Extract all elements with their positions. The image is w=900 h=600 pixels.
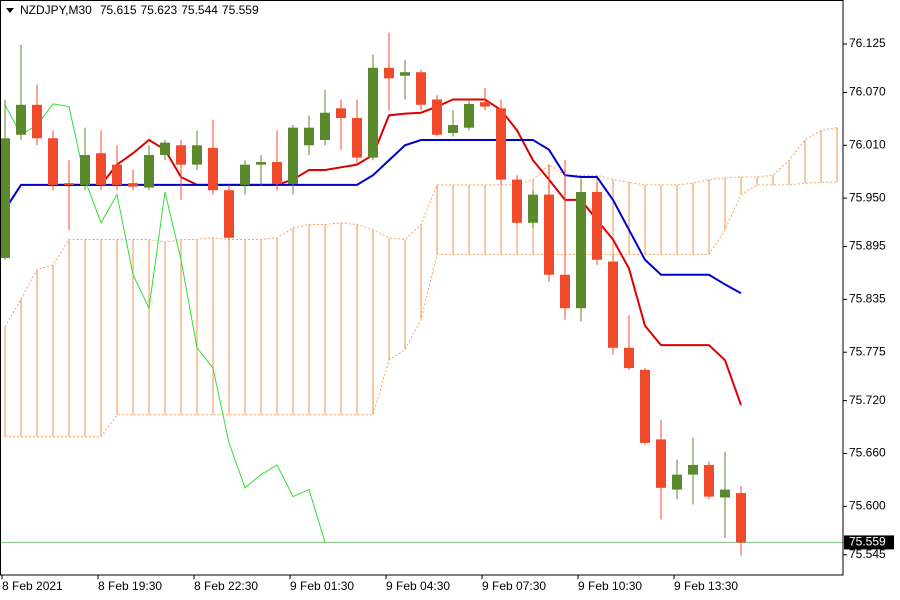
candle-body	[352, 117, 362, 158]
candle-body	[16, 104, 26, 135]
x-tick-label: 8 Feb 22:30	[194, 579, 258, 593]
high: 75.623	[141, 3, 178, 17]
candle-body	[400, 72, 410, 76]
candle-body	[304, 127, 314, 146]
open: 75.615	[100, 3, 137, 17]
x-tick-label: 9 Feb 01:30	[290, 579, 354, 593]
y-tick-label: 76.070	[849, 85, 886, 99]
low: 75.544	[181, 3, 218, 17]
x-tick-label: 9 Feb 13:30	[674, 579, 738, 593]
candle-body	[48, 138, 58, 185]
candle-body	[144, 154, 154, 188]
candle-body	[720, 489, 730, 498]
y-tick-label: 75.895	[849, 239, 886, 253]
x-tick-label: 9 Feb 10:30	[578, 579, 642, 593]
candle-body	[656, 439, 666, 488]
candle-body	[208, 147, 218, 191]
candle-body	[624, 347, 634, 369]
candle-body	[416, 72, 426, 105]
close: 75.559	[222, 3, 259, 17]
candle-body	[608, 261, 618, 348]
candle-body	[128, 183, 138, 187]
y-tick-label: 76.125	[849, 36, 886, 50]
candle-body	[704, 464, 714, 497]
cloud-upper	[4, 127, 838, 327]
candle-body	[96, 153, 106, 185]
indicator-line	[4, 139, 742, 295]
candle-body	[288, 127, 298, 185]
candle-body	[496, 108, 506, 180]
symbol: NZDJPY,M30	[20, 3, 92, 17]
price-label-box	[844, 535, 894, 550]
indicator-line	[4, 103, 326, 543]
candle-body	[688, 464, 698, 475]
candle-body	[432, 99, 442, 135]
cloud-lower	[5, 181, 837, 438]
x-tick-label: 8 Feb 19:30	[98, 579, 162, 593]
plot-frame	[0, 0, 844, 576]
y-tick-label: 75.600	[849, 498, 886, 512]
candle-body	[560, 274, 570, 309]
menu-triangle[interactable]	[6, 8, 14, 13]
candle-body	[32, 104, 42, 139]
y-tick-label: 75.545	[849, 547, 886, 561]
candle-body	[576, 191, 586, 309]
chart-title: NZDJPY,M30 75.615 75.623 75.544 75.559	[20, 3, 259, 17]
candle-body	[544, 194, 554, 275]
y-tick-label: 75.720	[849, 393, 886, 407]
candle-body	[592, 191, 602, 260]
candle-body	[176, 145, 186, 165]
x-tick-label: 8 Feb 2021	[2, 579, 63, 593]
candle-body	[736, 493, 746, 543]
candles	[0, 32, 746, 556]
candle-body	[0, 138, 10, 259]
candle-body	[192, 145, 202, 165]
candle-body	[384, 67, 394, 79]
y-tick-label: 75.660	[849, 446, 886, 460]
y-tick-label: 75.835	[849, 292, 886, 306]
y-tick-label: 75.950	[849, 190, 886, 204]
candle-body	[160, 142, 170, 155]
candle-body	[512, 179, 522, 223]
candle-body	[480, 102, 490, 107]
candle-body	[256, 162, 266, 165]
candle-body	[224, 190, 234, 238]
candle-body	[272, 162, 282, 185]
y-tick-label: 75.775	[849, 344, 886, 358]
y-tick-label: 76.010	[849, 137, 886, 151]
candle-body	[528, 194, 538, 223]
price-label: 75.559	[849, 535, 886, 549]
candle-body	[368, 67, 378, 158]
candle-body	[240, 164, 250, 185]
candle-body	[640, 369, 650, 443]
x-tick-label: 9 Feb 07:30	[482, 579, 546, 593]
candle-body	[464, 103, 474, 128]
candle-body	[336, 108, 346, 118]
x-tick-label: 9 Feb 04:30	[386, 579, 450, 593]
candle-body	[672, 474, 682, 490]
candle-body	[64, 183, 74, 185]
candle-body	[320, 112, 330, 141]
candle-body	[112, 164, 122, 185]
candle-body	[448, 125, 458, 133]
candle-body	[80, 154, 90, 185]
